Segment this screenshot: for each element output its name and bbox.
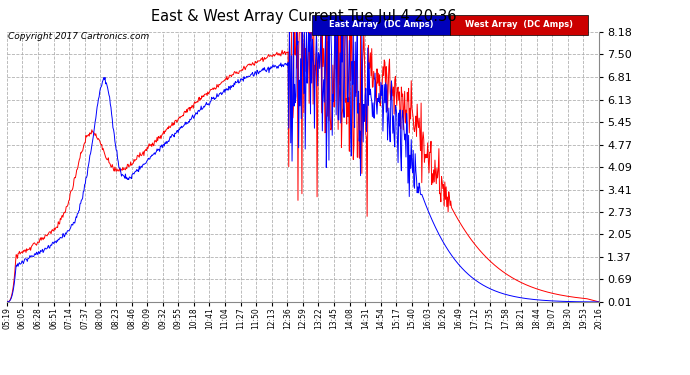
Text: West Array  (DC Amps): West Array (DC Amps) <box>465 20 573 29</box>
Text: Copyright 2017 Cartronics.com: Copyright 2017 Cartronics.com <box>8 32 150 41</box>
Text: East Array  (DC Amps): East Array (DC Amps) <box>328 20 433 29</box>
Text: East & West Array Current Tue Jul 4 20:36: East & West Array Current Tue Jul 4 20:3… <box>151 9 456 24</box>
